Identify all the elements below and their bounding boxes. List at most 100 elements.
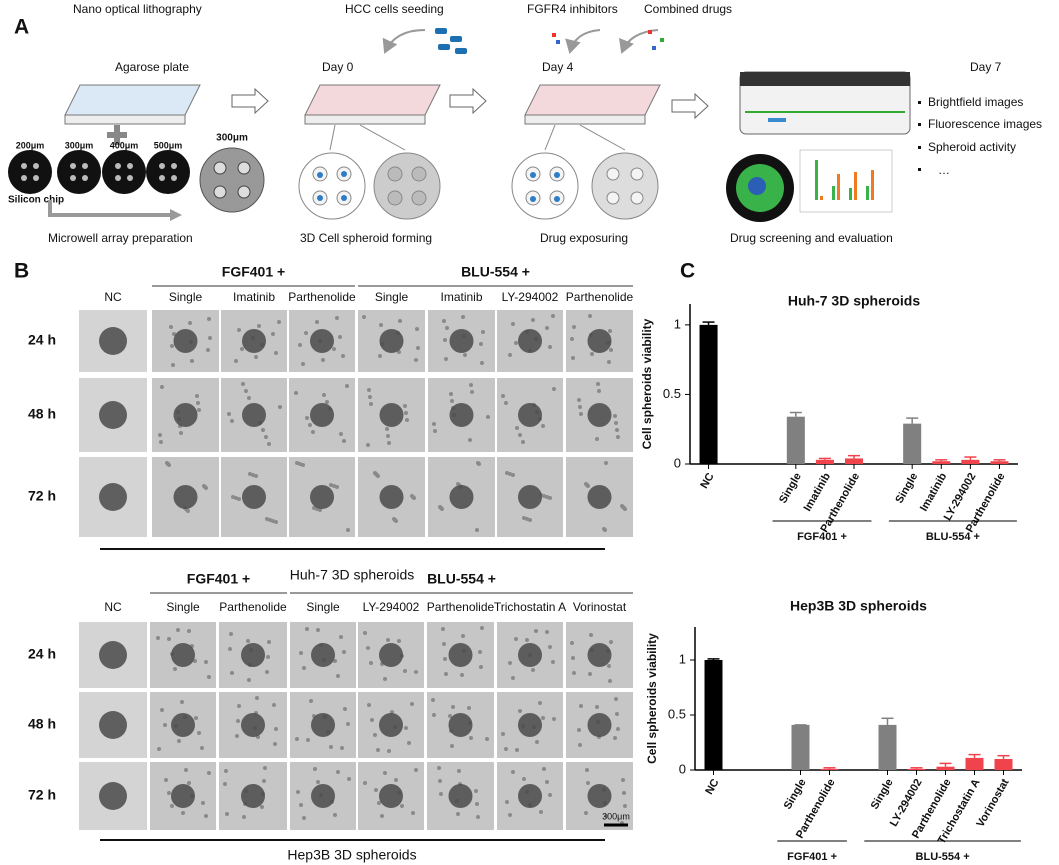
cell-debris xyxy=(578,405,582,409)
cell-debris xyxy=(164,778,168,782)
cell-debris xyxy=(325,400,329,404)
cell-debris xyxy=(432,422,436,426)
cell-debris xyxy=(511,322,515,326)
cell-debris xyxy=(604,814,608,818)
spheroid xyxy=(173,485,198,509)
chips xyxy=(8,147,265,213)
cell-debris xyxy=(386,434,390,438)
cell-debris xyxy=(167,463,171,467)
cell-debris xyxy=(224,769,228,773)
cell-debris xyxy=(595,705,599,709)
cell-debris xyxy=(379,323,383,327)
spheroid xyxy=(241,713,265,737)
cell-debris xyxy=(370,718,374,722)
cell-debris xyxy=(551,314,555,318)
x-tick-label: Single xyxy=(893,471,920,506)
hollow-arrows xyxy=(231,87,709,120)
day-label: Day 0 xyxy=(322,60,354,74)
group-label: FGF401 + xyxy=(187,571,250,587)
cell-debris xyxy=(225,812,229,816)
spheroid xyxy=(518,713,542,737)
prep-arrow-head xyxy=(170,209,182,221)
cell-debris xyxy=(596,382,600,386)
cell-debris xyxy=(614,697,618,701)
cell-debris xyxy=(407,741,411,745)
bar xyxy=(932,461,951,464)
cell-debris xyxy=(160,708,164,712)
cell-debris xyxy=(172,332,176,336)
cell-debris xyxy=(608,679,612,683)
prep-arrow xyxy=(48,200,170,217)
bar xyxy=(936,766,955,770)
cell-debris xyxy=(508,353,512,357)
cell-debris xyxy=(448,714,452,718)
cell-debris xyxy=(597,389,601,393)
y-tick-label: 1 xyxy=(674,316,681,331)
wells xyxy=(298,124,659,220)
cell-debris xyxy=(230,671,234,675)
cell-debris xyxy=(299,651,303,655)
cell-debris xyxy=(194,716,198,720)
day-label: Day 4 xyxy=(542,60,574,74)
grid-caption: Huh-7 3D spheroids xyxy=(290,567,415,583)
cell-debris xyxy=(437,766,441,770)
cell-debris xyxy=(339,635,343,639)
cell-debris xyxy=(181,811,185,815)
cell-debris xyxy=(311,430,315,434)
cell-debris xyxy=(614,421,618,425)
cell-debris xyxy=(548,645,552,649)
cell-debris xyxy=(179,431,183,435)
cell-debris xyxy=(247,678,251,682)
chart-title: Huh-7 3D spheroids xyxy=(788,293,920,309)
cell-debris xyxy=(177,739,181,743)
cell-debris xyxy=(339,432,343,436)
grid-caption: Hep3B 3D spheroids xyxy=(287,847,416,863)
cell-debris xyxy=(577,398,581,402)
cell-debris xyxy=(548,496,552,500)
cell-debris xyxy=(584,811,588,815)
cell-debris xyxy=(187,629,191,633)
cell-debris xyxy=(207,675,211,679)
cell-debris xyxy=(623,507,627,511)
column-label: NC xyxy=(104,600,122,614)
cell-debris xyxy=(501,732,505,736)
cell-debris xyxy=(271,332,275,336)
cell-debris xyxy=(414,358,418,362)
row-label: 48 h xyxy=(28,716,56,732)
cell-debris xyxy=(521,440,525,444)
cell-debris xyxy=(461,315,465,319)
cell-debris xyxy=(416,346,420,350)
cell-debris xyxy=(302,816,306,820)
spheroid xyxy=(587,403,612,427)
cell-debris xyxy=(570,337,574,341)
column-label: Trichostatin A xyxy=(494,600,566,614)
cell-debris xyxy=(367,388,371,392)
cell-debris xyxy=(534,629,538,633)
cell-debris xyxy=(463,353,467,357)
bar xyxy=(878,724,897,770)
cell-debris xyxy=(440,507,444,511)
cell-debris xyxy=(335,485,339,489)
spheroid xyxy=(310,485,334,509)
cell-debris xyxy=(170,344,174,348)
column-label: Imatinib xyxy=(440,290,482,304)
spheroid xyxy=(448,784,473,808)
cell-debris xyxy=(244,389,248,393)
cell-debris xyxy=(376,748,380,752)
cell-debris xyxy=(616,435,620,439)
cell-debris xyxy=(373,733,377,737)
cell-debris xyxy=(478,650,482,654)
cell-debris xyxy=(274,351,278,355)
cell-debris xyxy=(261,428,265,432)
cell-debris xyxy=(474,789,478,793)
spheroid xyxy=(449,329,474,353)
spheroid xyxy=(379,403,404,427)
cell-debris xyxy=(451,705,455,709)
chip-size: 300μm xyxy=(65,140,94,150)
cell-debris xyxy=(190,359,194,363)
cell-debris xyxy=(278,405,282,409)
cell-debris xyxy=(585,768,589,772)
cell-debris xyxy=(443,657,447,661)
row-label: 72 h xyxy=(28,488,56,504)
cell-debris xyxy=(338,335,342,339)
